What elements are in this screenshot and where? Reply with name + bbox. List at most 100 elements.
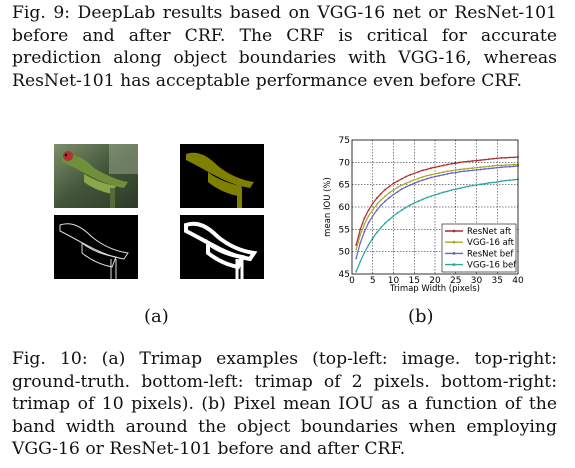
data-point bbox=[471, 169, 474, 172]
plot-frame bbox=[351, 139, 519, 275]
data-point bbox=[359, 228, 362, 231]
data-point bbox=[492, 157, 494, 160]
trimap-10px-outline bbox=[180, 215, 264, 279]
data-point bbox=[454, 171, 457, 174]
data-point bbox=[380, 192, 382, 195]
data-point bbox=[459, 168, 461, 171]
legend-label: VGG-16 bef bbox=[467, 261, 517, 271]
data-point bbox=[384, 195, 387, 198]
data-point bbox=[396, 211, 399, 214]
data-point bbox=[454, 188, 457, 191]
data-point bbox=[380, 226, 382, 229]
data-point bbox=[392, 182, 395, 185]
data-point bbox=[500, 166, 503, 169]
data-point bbox=[496, 181, 499, 183]
x-tick-label: 15 bbox=[409, 276, 420, 286]
trimap-source-image bbox=[54, 144, 138, 208]
data-point bbox=[500, 156, 503, 159]
trimap-2-pixels bbox=[54, 215, 138, 279]
data-point bbox=[450, 169, 453, 172]
data-point bbox=[392, 215, 395, 217]
data-point bbox=[450, 172, 453, 174]
data-point bbox=[371, 215, 374, 217]
data-point bbox=[421, 198, 424, 201]
data-point bbox=[442, 173, 445, 176]
data-point bbox=[380, 198, 382, 201]
data-point bbox=[492, 167, 494, 170]
data-point bbox=[459, 187, 461, 190]
data-point bbox=[459, 161, 461, 164]
data-point bbox=[434, 194, 436, 196]
data-point bbox=[479, 159, 482, 161]
legend-marker bbox=[452, 252, 456, 255]
data-point bbox=[359, 241, 362, 244]
data-point bbox=[475, 166, 478, 169]
data-point bbox=[417, 177, 420, 180]
data-point bbox=[371, 237, 374, 240]
data-point bbox=[384, 188, 387, 191]
data-point bbox=[471, 167, 474, 170]
y-tick-label: 65 bbox=[339, 181, 350, 191]
trimap-ground-truth bbox=[180, 144, 264, 208]
data-point bbox=[429, 176, 432, 179]
y-axis-label: mean IOU (%) bbox=[323, 177, 333, 237]
x-tick-label: 35 bbox=[492, 276, 503, 286]
data-point bbox=[355, 270, 358, 273]
x-tick-label: 0 bbox=[349, 276, 355, 286]
data-point bbox=[442, 191, 445, 194]
data-point bbox=[496, 164, 499, 167]
data-point bbox=[483, 158, 486, 161]
series-line bbox=[355, 163, 518, 250]
data-point bbox=[396, 180, 399, 182]
data-point bbox=[376, 197, 378, 199]
data-point bbox=[467, 167, 470, 170]
legend-label: ResNet aft bbox=[467, 227, 512, 237]
data-point bbox=[400, 177, 403, 180]
data-point bbox=[446, 173, 449, 175]
data-point bbox=[467, 185, 470, 188]
data-point bbox=[417, 200, 420, 203]
data-point bbox=[508, 164, 511, 166]
data-point bbox=[492, 181, 494, 184]
fig10-caption: Fig. 10: (a) Trimap examples (top-left: … bbox=[12, 349, 557, 460]
data-point bbox=[500, 164, 503, 167]
data-point bbox=[488, 181, 490, 184]
legend-marker bbox=[452, 229, 456, 233]
data-point bbox=[508, 156, 511, 159]
data-point bbox=[496, 166, 499, 169]
data-point bbox=[512, 163, 515, 166]
data-point bbox=[409, 180, 411, 183]
data-point bbox=[376, 209, 378, 212]
data-point bbox=[417, 180, 420, 183]
data-point bbox=[367, 209, 370, 212]
data-point bbox=[384, 222, 387, 224]
data-point bbox=[405, 175, 407, 178]
data-point bbox=[405, 206, 407, 209]
data-point bbox=[421, 179, 424, 182]
x-tick-label: 40 bbox=[512, 276, 524, 286]
data-point bbox=[371, 202, 374, 205]
data-point bbox=[450, 189, 453, 191]
data-point bbox=[392, 193, 395, 196]
data-point bbox=[400, 209, 403, 212]
data-point bbox=[446, 170, 449, 173]
data-point bbox=[421, 176, 424, 178]
data-point bbox=[409, 173, 411, 176]
data-point bbox=[384, 200, 387, 203]
data-point bbox=[496, 157, 499, 160]
bird-photo-illustration bbox=[54, 144, 138, 208]
data-point bbox=[429, 173, 432, 176]
data-point bbox=[363, 217, 366, 220]
data-point bbox=[388, 196, 391, 199]
data-point bbox=[405, 186, 407, 188]
data-point bbox=[388, 218, 391, 221]
data-point bbox=[355, 257, 358, 260]
data-point bbox=[438, 172, 441, 174]
data-point bbox=[434, 173, 436, 175]
series-line bbox=[355, 165, 519, 259]
data-point bbox=[417, 170, 420, 173]
data-point bbox=[400, 184, 403, 187]
data-point bbox=[463, 170, 465, 173]
data-point bbox=[467, 169, 470, 172]
x-tick-label: 30 bbox=[471, 276, 483, 286]
